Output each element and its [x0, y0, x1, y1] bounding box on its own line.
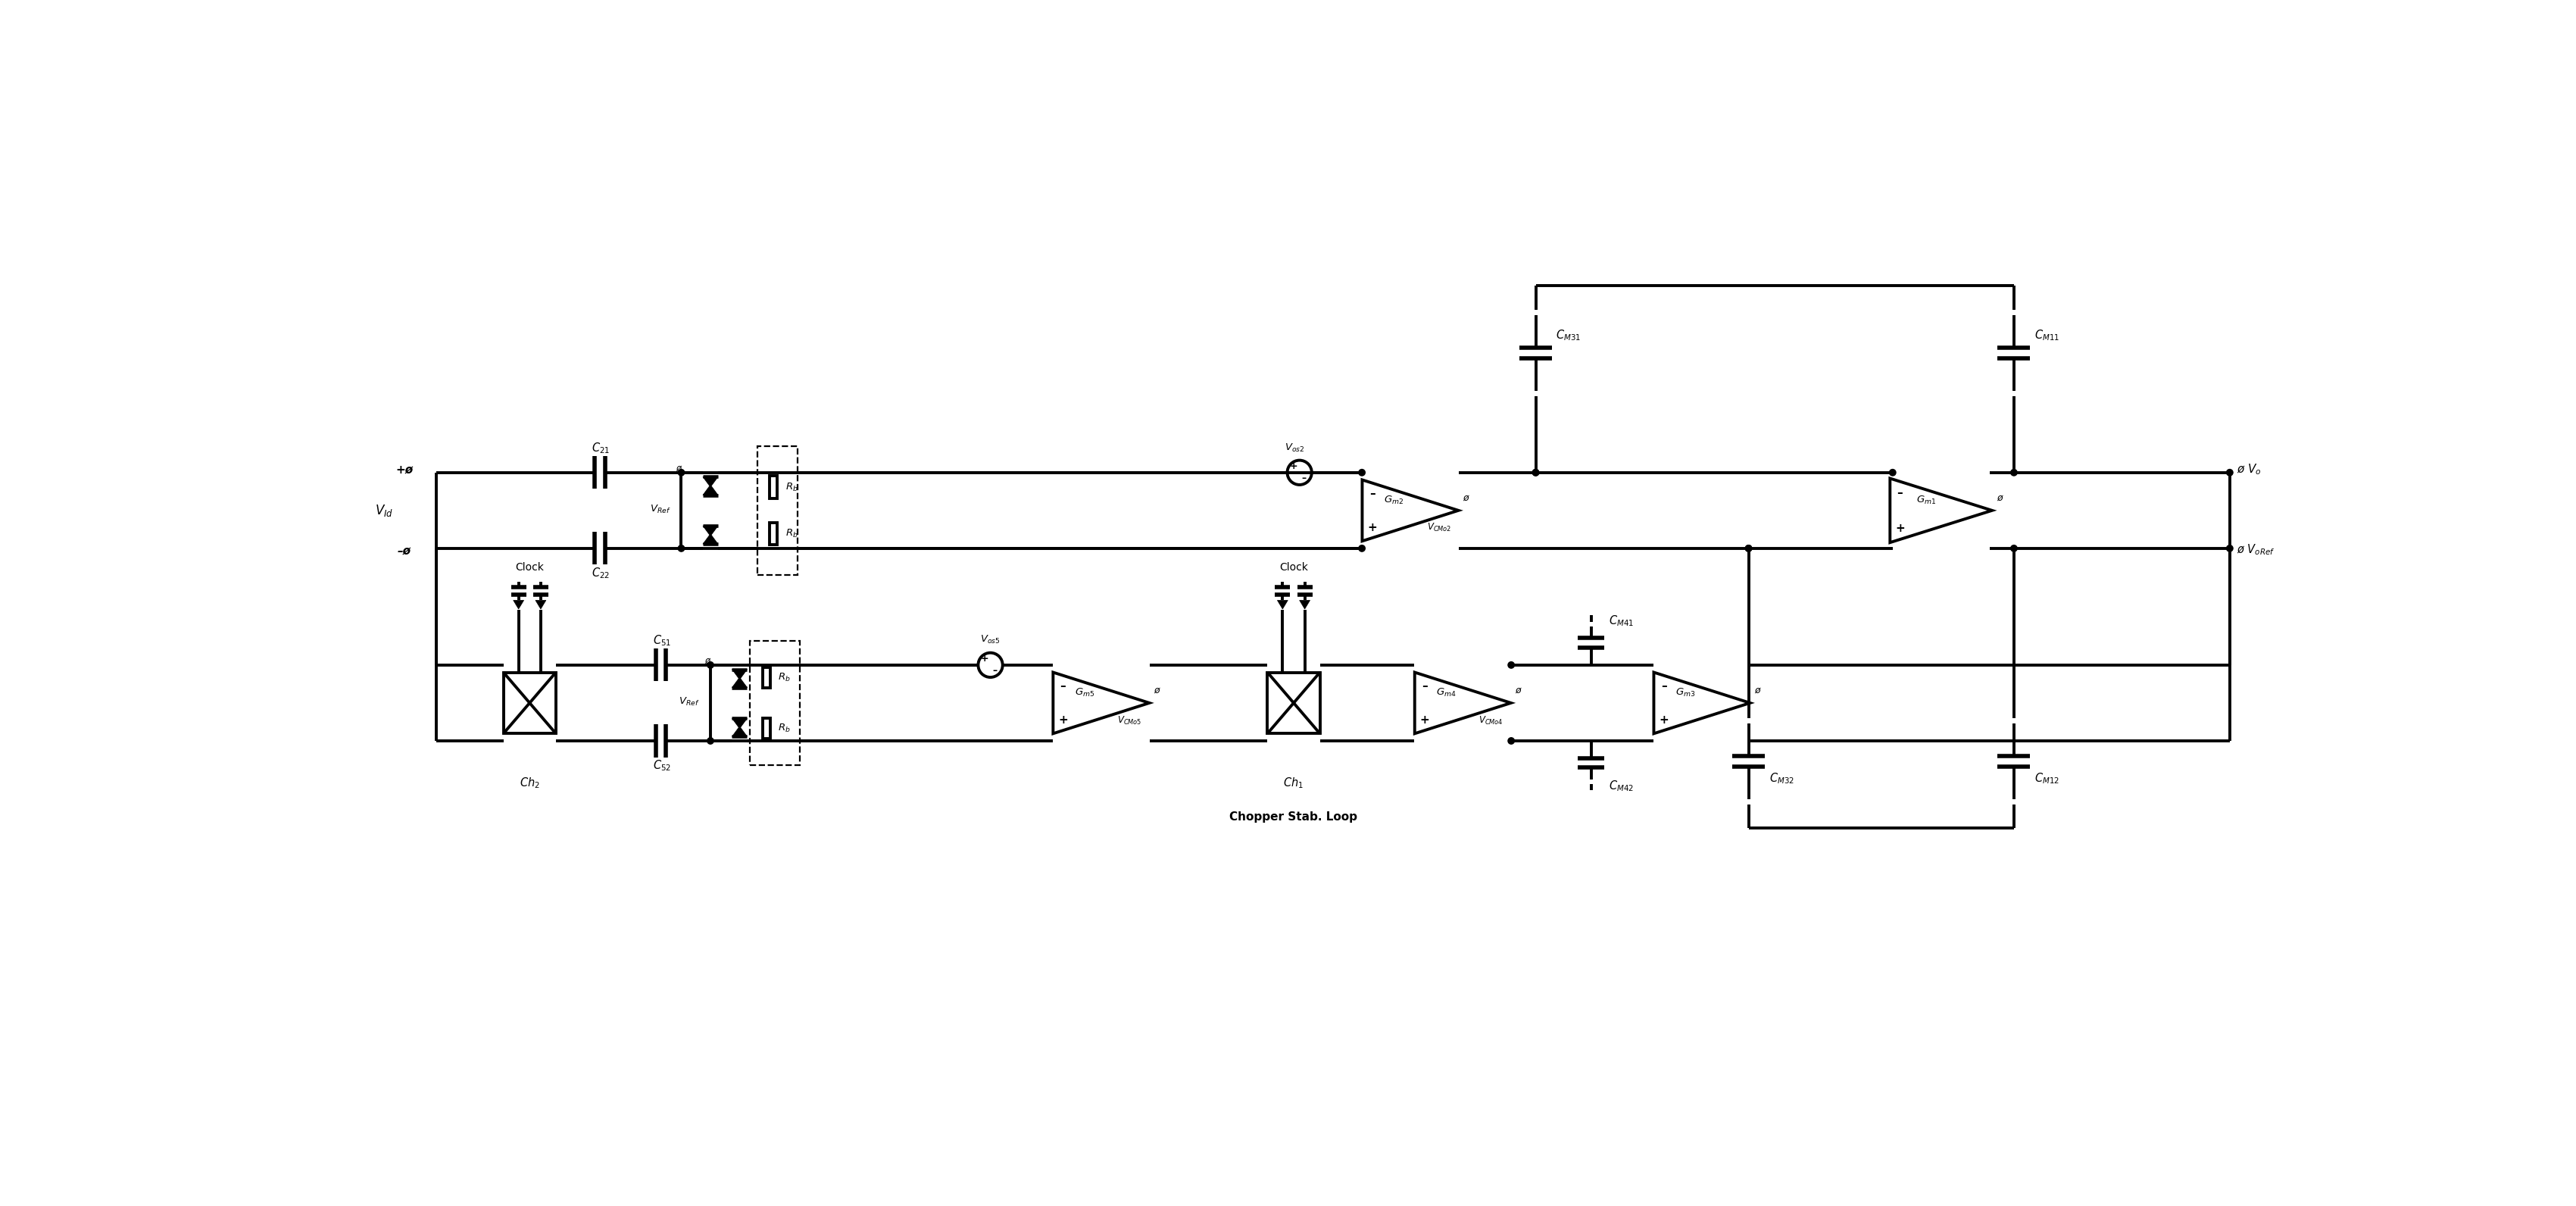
- Text: $C_{M12}$: $C_{M12}$: [2035, 772, 2058, 786]
- Text: –: –: [1301, 474, 1306, 484]
- Text: –ø: –ø: [397, 545, 412, 557]
- Circle shape: [1358, 469, 1365, 475]
- Polygon shape: [703, 526, 719, 537]
- Text: $Ch_1$: $Ch_1$: [1283, 775, 1303, 790]
- Text: +: +: [1291, 462, 1298, 472]
- Circle shape: [1507, 662, 1515, 668]
- Text: $R_b$: $R_b$: [778, 722, 791, 733]
- Text: $V_{os5}$: $V_{os5}$: [981, 634, 999, 645]
- Text: –: –: [1370, 487, 1376, 499]
- Text: $R_b$: $R_b$: [786, 528, 799, 539]
- Text: ø: ø: [1463, 493, 1468, 503]
- Text: $G_{m1}$: $G_{m1}$: [1917, 494, 1937, 505]
- Text: $C_{M42}$: $C_{M42}$: [1607, 779, 1633, 794]
- Polygon shape: [1278, 601, 1288, 609]
- Text: Clock: Clock: [515, 562, 544, 573]
- Circle shape: [708, 738, 714, 744]
- Text: $V_{Id}$: $V_{Id}$: [374, 503, 394, 519]
- Text: $V_{CMo5}$: $V_{CMo5}$: [1118, 715, 1141, 726]
- Text: $C_{51}$: $C_{51}$: [652, 633, 672, 648]
- Bar: [502, 672, 556, 733]
- Text: $G_{m4}$: $G_{m4}$: [1437, 686, 1455, 698]
- Circle shape: [1358, 545, 1365, 551]
- Polygon shape: [536, 601, 546, 609]
- Text: +: +: [1059, 714, 1069, 726]
- Text: ø: ø: [1515, 685, 1520, 695]
- Polygon shape: [732, 669, 747, 680]
- Polygon shape: [732, 678, 747, 687]
- Polygon shape: [703, 485, 719, 494]
- Text: $G_{m5}$: $G_{m5}$: [1074, 686, 1095, 698]
- Text: $G_{m2}$: $G_{m2}$: [1383, 494, 1404, 505]
- Text: Chopper Stab. Loop: Chopper Stab. Loop: [1229, 810, 1358, 822]
- Polygon shape: [703, 476, 719, 487]
- Text: $C_{21}$: $C_{21}$: [592, 441, 611, 455]
- Text: –: –: [1662, 680, 1667, 691]
- Bar: [762, 718, 770, 738]
- Text: +: +: [1419, 714, 1430, 726]
- Circle shape: [708, 662, 714, 668]
- Text: $C_{M32}$: $C_{M32}$: [1770, 772, 1793, 786]
- Text: +: +: [1896, 522, 1904, 534]
- Text: $C_{M11}$: $C_{M11}$: [2035, 328, 2058, 343]
- Text: $Ch_2$: $Ch_2$: [520, 775, 541, 790]
- Text: $R_b$: $R_b$: [778, 672, 791, 684]
- Text: ø $V_{oRef}$: ø $V_{oRef}$: [2236, 543, 2275, 557]
- Text: ø $V_o$: ø $V_o$: [2236, 463, 2262, 476]
- Text: ø: ø: [1154, 685, 1159, 695]
- Circle shape: [2012, 469, 2017, 475]
- Text: –: –: [992, 666, 997, 677]
- Bar: [757, 446, 799, 574]
- Bar: [770, 476, 778, 498]
- Text: $V_{CMo2}$: $V_{CMo2}$: [1427, 522, 1453, 534]
- Text: –: –: [1896, 487, 1904, 498]
- Text: ø: ø: [706, 655, 711, 666]
- Circle shape: [677, 545, 685, 551]
- Circle shape: [2226, 545, 2233, 551]
- Circle shape: [1888, 469, 1896, 475]
- Text: +: +: [1368, 522, 1378, 533]
- Text: $G_{m3}$: $G_{m3}$: [1674, 686, 1695, 698]
- Text: Clock: Clock: [1280, 562, 1309, 573]
- Text: $V_{os2}$: $V_{os2}$: [1285, 443, 1306, 453]
- Circle shape: [1533, 469, 1538, 475]
- Text: $R_b$: $R_b$: [786, 481, 799, 493]
- Circle shape: [1747, 545, 1752, 551]
- Text: ø: ø: [1754, 685, 1759, 695]
- Bar: [1267, 672, 1319, 733]
- Text: +: +: [1659, 714, 1669, 726]
- Text: $V_{CMo4}$: $V_{CMo4}$: [1479, 715, 1504, 726]
- Polygon shape: [1298, 601, 1311, 609]
- Text: $C_{22}$: $C_{22}$: [592, 566, 611, 580]
- Text: $C_{M41}$: $C_{M41}$: [1607, 614, 1633, 628]
- Polygon shape: [513, 601, 523, 609]
- Text: +ø: +ø: [397, 464, 412, 475]
- Text: $C_{M31}$: $C_{M31}$: [1556, 328, 1582, 343]
- Text: ø: ø: [675, 463, 680, 473]
- Text: ø: ø: [1996, 493, 2002, 503]
- Text: $C_{52}$: $C_{52}$: [652, 759, 672, 772]
- Circle shape: [1747, 545, 1752, 551]
- Circle shape: [1533, 469, 1538, 475]
- Text: –: –: [1061, 680, 1066, 691]
- Text: +: +: [981, 654, 989, 663]
- Polygon shape: [703, 534, 719, 544]
- Circle shape: [2226, 469, 2233, 475]
- Polygon shape: [732, 726, 747, 737]
- Bar: [750, 640, 799, 766]
- Text: $V_{Ref}$: $V_{Ref}$: [680, 696, 701, 708]
- Bar: [770, 522, 778, 545]
- Text: –: –: [1422, 680, 1427, 691]
- Circle shape: [1507, 738, 1515, 744]
- Bar: [762, 668, 770, 689]
- Text: $V_{Ref}$: $V_{Ref}$: [649, 504, 670, 515]
- Polygon shape: [732, 719, 747, 728]
- Circle shape: [677, 469, 685, 475]
- Circle shape: [2012, 545, 2017, 551]
